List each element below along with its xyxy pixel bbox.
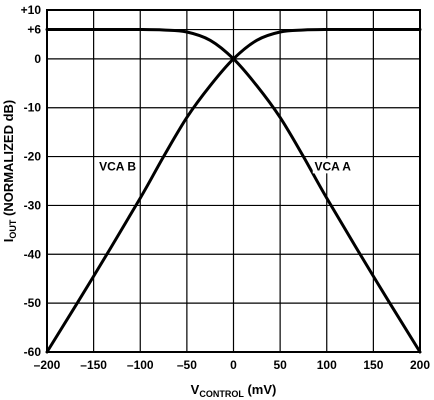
x-tick-label: 100 — [317, 358, 337, 372]
x-axis-label-main: V — [191, 382, 200, 397]
y-axis-label-suffix: (NORMALIZED dB) — [1, 100, 16, 220]
x-tick-label: 0 — [230, 358, 237, 372]
y-axis-label-subscript: OUT — [8, 219, 18, 239]
series-label-bg-vca-b — [97, 158, 138, 174]
y-tick-label: +6 — [27, 23, 41, 37]
x-tick-label: –50 — [177, 358, 197, 372]
y-axis-label: IOUT (NORMALIZED dB) — [1, 100, 18, 243]
y-tick-label: -10 — [24, 101, 42, 115]
x-axis-label-suffix: (mV) — [244, 382, 277, 397]
series-line-vca-a — [45, 28, 422, 354]
x-tick-label: 150 — [363, 358, 383, 372]
x-tick-label: 50 — [273, 358, 287, 372]
series-label-vca-b: VCA B — [99, 159, 136, 173]
series-lines — [45, 28, 422, 354]
series-line-vca-b — [45, 28, 422, 354]
grid — [46, 9, 421, 353]
y-tick-label: -40 — [24, 247, 42, 261]
y-tick-label: -60 — [24, 345, 42, 359]
y-tick-label: -30 — [24, 198, 42, 212]
series-labels: VCA A VCA B — [97, 158, 353, 174]
y-axis-label-main: I — [1, 239, 16, 243]
x-axis-label: VCONTROL (mV) — [191, 382, 277, 399]
plot-frame — [46, 9, 421, 353]
x-tick-label: –100 — [127, 358, 154, 372]
y-tick-label: -50 — [24, 296, 42, 310]
x-tick-label: –150 — [80, 358, 107, 372]
y-tick-label: +10 — [21, 3, 42, 17]
y-tick-label: -20 — [24, 150, 42, 164]
x-tick-label: 200 — [410, 358, 430, 372]
tick-labels: –200 –150 –100 –50 0 50 100 150 200 +10 +6 0 -10 -20 -… — [21, 3, 431, 372]
series-label-bg-vca-a — [312, 158, 353, 174]
series-label-vca-a: VCA A — [315, 159, 352, 173]
y-tick-label: 0 — [34, 52, 41, 66]
x-tick-label: –200 — [34, 358, 61, 372]
x-axis-label-subscript: CONTROL — [199, 389, 244, 399]
